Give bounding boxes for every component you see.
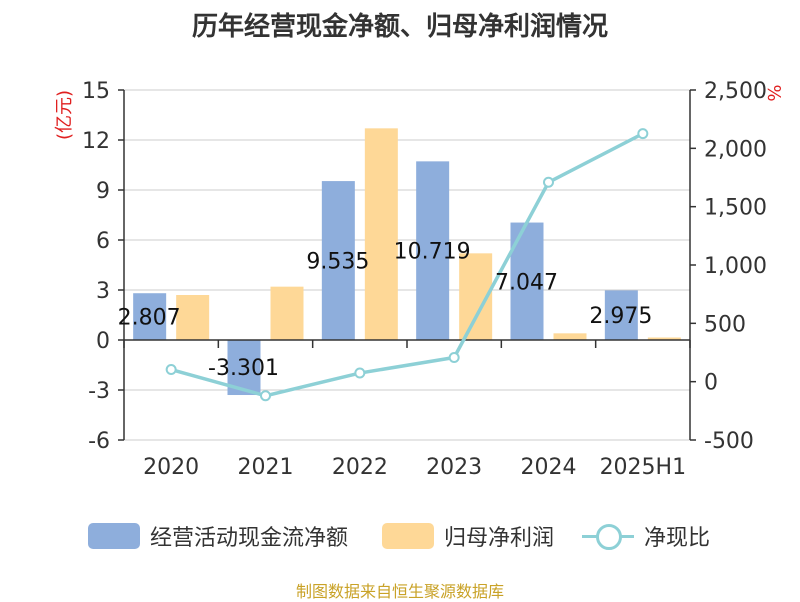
ratio-point: [637, 128, 649, 140]
cashflow-data-label: 9.535: [306, 250, 369, 275]
cashflow-data-label: 7.047: [495, 270, 558, 295]
legend-line-icon: [582, 523, 634, 550]
x-tick-label: 2021: [238, 455, 294, 480]
left-tick-label: 6: [96, 229, 110, 254]
legend-item-ratio[interactable]: 净现比: [582, 518, 710, 554]
bar-netprofit: [364, 128, 398, 340]
bar-netprofit: [553, 333, 587, 340]
left-tick-label: -3: [88, 379, 110, 404]
cashflow-data-label: -3.301: [208, 356, 279, 381]
left-tick-label: 12: [82, 129, 110, 154]
bar-series: [133, 128, 681, 396]
data-source: 制图数据来自恒生聚源数据库: [295, 582, 504, 601]
right-tick-label: 2,000: [704, 137, 767, 162]
legend-swatch-netprofit: [382, 523, 434, 549]
left-tick-label: -6: [88, 429, 110, 454]
ratio-point: [448, 352, 460, 364]
legend-label-netprofit: 归母净利润: [444, 526, 555, 551]
x-tick-label: 2020: [143, 455, 199, 480]
left-tick-label: 3: [96, 279, 110, 304]
right-tick-label: 500: [704, 312, 746, 337]
x-tick-label: 2023: [426, 455, 482, 480]
x-tick-label: 2022: [332, 455, 388, 480]
bar-netprofit: [176, 295, 210, 340]
bar-cashflow: [416, 161, 450, 340]
right-tick-label: 1,000: [704, 254, 767, 279]
ratio-point: [354, 367, 366, 379]
bar-netprofit: [270, 286, 304, 340]
right-tick-label: -500: [704, 429, 754, 454]
cashflow-data-label: 2.807: [118, 306, 181, 331]
left-tick-label: 0: [96, 329, 110, 354]
line-series: [165, 128, 649, 402]
right-axis-unit: %: [763, 84, 784, 101]
right-tick-label: 2,500: [704, 79, 767, 104]
cashflow-data-label: 2.975: [589, 304, 652, 329]
legend-item-netprofit[interactable]: 归母净利润: [382, 518, 554, 554]
ratio-point: [260, 390, 271, 402]
legend-swatch-cashflow: [88, 523, 140, 549]
data-labels: 2.807 -3.301 9.535 10.719 7.047 2.975: [118, 240, 653, 381]
legend-label-cashflow: 经营活动现金流净额: [150, 526, 349, 551]
legend: 经营活动现金流净额 归母净利润 净现比: [0, 518, 800, 554]
right-tick-label: 0: [704, 371, 718, 396]
chart-svg: (亿元) % 15 12 9 6 3 0 -3 -6 2,500 2,000 1,500 1,000 5…: [54, 79, 784, 480]
x-tick-label: 2025H1: [600, 455, 687, 480]
tick-labels: 15 12 9 6 3 0 -3 -6 2,500 2,000 1,500 1,000 500 0 -500…: [82, 79, 767, 480]
bar-cashflow: [133, 293, 167, 340]
ratio-point: [543, 176, 554, 188]
bar-cashflow: [321, 181, 355, 340]
legend-item-cashflow[interactable]: 经营活动现金流净额: [88, 518, 348, 554]
left-axis-unit: (亿元): [54, 90, 75, 140]
left-tick-label: 9: [96, 179, 110, 204]
left-tick-label: 15: [82, 79, 110, 104]
bar-cashflow: [604, 290, 638, 340]
bar-netprofit: [647, 337, 681, 340]
ratio-line: [170, 132, 644, 398]
legend-label-ratio: 净现比: [644, 526, 711, 551]
right-tick-label: 1,500: [704, 196, 767, 221]
ratio-point: [165, 364, 177, 376]
axes: [118, 89, 696, 441]
chart-title: 历年经营现金净额、归母净利润情况: [191, 12, 608, 42]
cashflow-data-label: 10.719: [394, 240, 471, 265]
gridlines: [124, 89, 690, 441]
x-tick-label: 2024: [521, 455, 577, 480]
